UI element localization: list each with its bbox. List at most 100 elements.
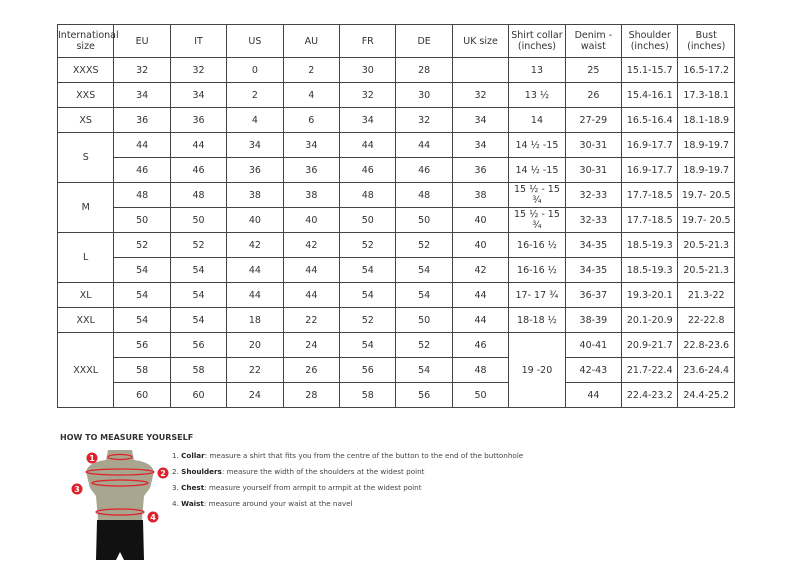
step-collar: 1. Collar: measure a shirt that fits you…: [172, 451, 523, 467]
table-cell: 30: [395, 82, 453, 108]
column-header: Bust (inches): [677, 24, 735, 58]
table-cell: 24: [282, 332, 341, 358]
table-cell: 60: [169, 382, 228, 408]
column-header: International size: [56, 24, 119, 58]
table-cell: 22.8-23.6: [677, 332, 735, 358]
table-cell: 30-31: [564, 132, 623, 158]
table-cell: 38: [226, 182, 284, 208]
table-cell: 56: [113, 332, 171, 358]
table-cell: 20.1-20.9: [621, 307, 679, 333]
column-header: FR: [339, 24, 397, 58]
table-cell: 44: [113, 132, 171, 158]
marker-3-label: 3: [74, 485, 80, 494]
table-cell: 18.5-19.3: [621, 257, 679, 283]
table-cell: 38: [282, 182, 341, 208]
table-cell: 18.9-19.7: [677, 132, 735, 158]
table-cell: [451, 57, 510, 83]
table-cell: 14: [508, 107, 566, 133]
table-cell: 54: [113, 307, 171, 333]
marker-1-label: 1: [89, 454, 95, 463]
table-cell: 34-35: [564, 232, 623, 258]
table-cell: 28: [395, 57, 453, 83]
table-cell: 36: [113, 107, 171, 133]
column-header: UK size: [451, 24, 510, 58]
marker-1-icon: [86, 452, 98, 464]
international-size-cell: XXXL: [56, 332, 115, 408]
table-row: XXL 54 54 18 22 52 50 44 18-18 ½ 38-39 20.1-20.9 22…: [56, 307, 735, 333]
table-cell: 17.3-18.1: [677, 82, 735, 108]
table-cell: 16.5-16.4: [621, 107, 679, 133]
table-cell: 24: [226, 382, 284, 408]
international-size-cell: XXXS: [56, 57, 115, 83]
table-cell: 54: [169, 257, 228, 283]
table-cell: 52: [395, 232, 453, 258]
table-cell: 48: [113, 182, 171, 208]
table-cell: 44: [226, 257, 284, 283]
table-cell: 34: [169, 82, 228, 108]
table-cell: 4: [282, 82, 341, 108]
shorts-shape: [96, 520, 144, 560]
international-size-cell: XXL: [56, 307, 115, 333]
table-cell: 52: [339, 307, 397, 333]
table-cell: 20: [226, 332, 284, 358]
table-cell: 46: [169, 157, 228, 183]
table-cell: 15.1-15.7: [621, 57, 679, 83]
table-cell: 54: [339, 282, 397, 308]
table-cell: 19 -20: [508, 332, 566, 408]
table-cell: 32: [339, 82, 397, 108]
table-row: XXXS 32 32 0 2 30 28 13 25 15.1-15.7 16.5-17.2: [56, 57, 735, 83]
international-size-cell: L: [56, 232, 115, 283]
table-cell: 34: [451, 107, 510, 133]
table-cell: 44: [169, 132, 228, 158]
table-cell: 34: [113, 82, 171, 108]
table-cell: 4: [226, 107, 284, 133]
table-cell: 44: [282, 257, 341, 283]
step-number: 1.: [172, 451, 179, 460]
header-row: International size EU IT US AU FR DE UK size Shi…: [56, 24, 735, 58]
table-cell: 15 ½ - 15 ¾: [508, 207, 566, 233]
table-cell: 56: [395, 382, 453, 408]
table-cell: 52: [339, 232, 397, 258]
table-cell: 54: [395, 357, 453, 383]
step-term: Collar: [181, 451, 205, 460]
table-cell: 50: [451, 382, 510, 408]
table-row: L 52 52 42 42 52 52 40 16-16 ½ 34-35 18.5-19.3 20.5…: [56, 232, 735, 283]
table-cell: 18: [226, 307, 284, 333]
marker-2-label: 2: [160, 469, 166, 478]
column-header: Shoulder (inches): [621, 24, 679, 58]
table-row: 60 60 24 28 58 56 50 44 22.4-23.2 24.4-25.2: [58, 382, 735, 408]
table-cell: 20.5-21.3: [677, 232, 735, 258]
table-row: 50 50 40 40 50 50 40 15 ½ - 15 ¾ 32-33 17.7-18.5 1…: [58, 207, 735, 233]
table-cell: 28: [282, 382, 341, 408]
international-size-cell: S: [56, 132, 115, 183]
table-cell: 58: [113, 357, 171, 383]
table-cell: 22-22.8: [677, 307, 735, 333]
table-cell: 19.7- 20.5: [677, 182, 735, 208]
size-chart-table: International size EU IT US AU FR DE UK size Shi…: [56, 24, 735, 408]
table-cell: 21.3-22: [677, 282, 735, 308]
marker-4-icon: [147, 511, 159, 523]
column-header: EU: [113, 24, 171, 58]
column-header: DE: [395, 24, 453, 58]
table-cell: 44: [451, 282, 510, 308]
table-cell: 40-41: [564, 332, 623, 358]
table-cell: 17- 17 ¾: [508, 282, 566, 308]
table-row: S 44 44 34 34 44 44 34 14 ½ -15 30-31 16.9-17.7 18.…: [56, 132, 735, 183]
table-cell: 48: [395, 182, 453, 208]
table-cell: 54: [339, 257, 397, 283]
table-cell: 54: [339, 332, 397, 358]
table-cell: 16-16 ½: [508, 232, 566, 258]
table-cell: 54: [169, 307, 228, 333]
table-cell: 42: [226, 232, 284, 258]
table-row: XS 36 36 4 6 34 32 34 14 27-29 16.5-16.4 18.1-18.9: [56, 107, 735, 133]
table-row: 54 54 44 44 54 54 42 16-16 ½ 34-35 18.5-19.3 20.5-…: [58, 257, 735, 283]
table-cell: 14 ½ -15: [508, 157, 566, 183]
marker-4-label: 4: [150, 513, 156, 522]
table-cell: 18.9-19.7: [677, 157, 735, 183]
measurement-steps: 1. Collar: measure a shirt that fits you…: [172, 451, 523, 515]
table-cell: 58: [169, 357, 228, 383]
table-cell: 44: [282, 282, 341, 308]
table-cell: 18-18 ½: [508, 307, 566, 333]
table-cell: 54: [395, 257, 453, 283]
table-cell: 32: [169, 57, 228, 83]
